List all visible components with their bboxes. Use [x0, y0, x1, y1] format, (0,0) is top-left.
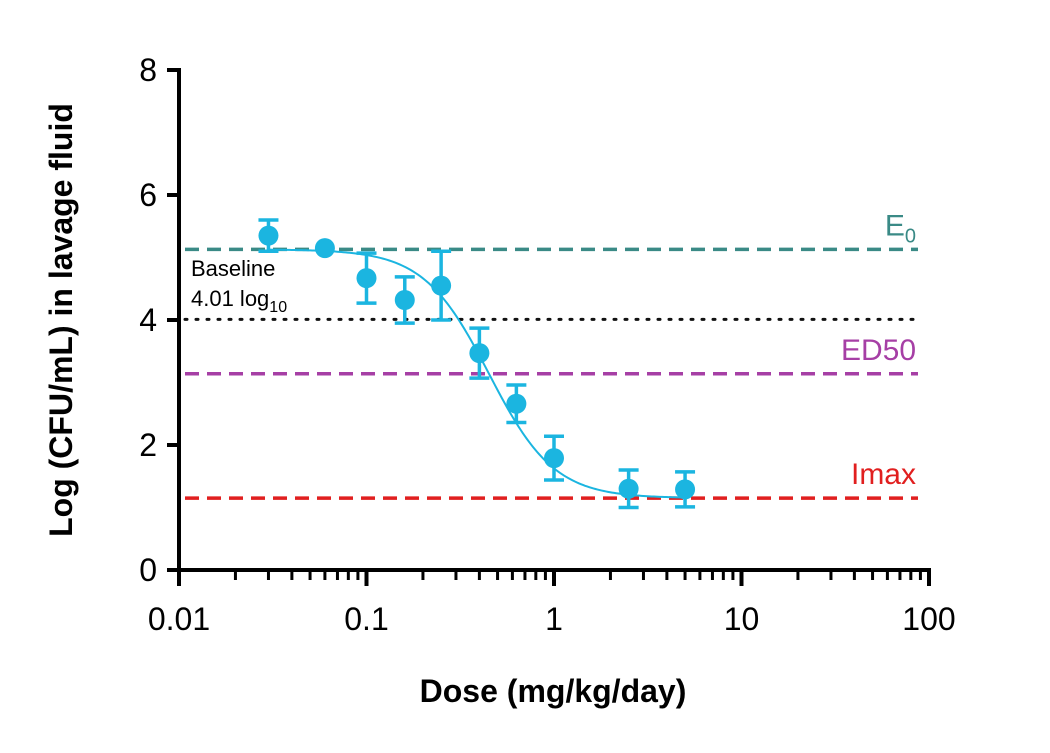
y-tick-label: 0 — [139, 552, 157, 588]
data-point — [356, 268, 377, 289]
data-point — [314, 238, 335, 259]
x-tick-label: 100 — [902, 601, 955, 637]
baseline-annotation-line2: 4.01 log10 — [191, 286, 287, 316]
y-axis-title: Log (CFU/mL) in lavage fluid — [43, 103, 79, 537]
data-point-group — [506, 383, 527, 425]
data-point-group — [469, 326, 490, 380]
data-point-group — [394, 275, 415, 325]
data-points-layer — [258, 218, 696, 510]
data-point-group — [675, 470, 696, 509]
y-tick-label: 8 — [139, 52, 157, 88]
data-point — [394, 290, 415, 310]
data-point-group — [618, 468, 639, 510]
labels-layer: Dose (mg/kg/day) Log (CFU/mL) in lavage … — [43, 103, 686, 709]
data-point-group — [431, 249, 452, 322]
reference-label-e0: E0 — [885, 209, 916, 247]
reference-label-ed50: ED50 — [841, 334, 916, 367]
data-point — [618, 478, 639, 499]
baseline-annotation-line1: Baseline — [191, 256, 275, 281]
data-point — [258, 225, 279, 246]
data-point-group — [544, 434, 564, 482]
data-point — [544, 448, 564, 469]
x-axis-title: Dose (mg/kg/day) — [420, 673, 687, 709]
y-tick-label: 4 — [139, 302, 157, 338]
data-point — [506, 393, 527, 414]
data-point — [469, 343, 490, 364]
data-point — [431, 275, 452, 296]
y-tick-label: 2 — [139, 427, 157, 463]
data-point-group — [258, 218, 279, 253]
x-tick-label: 10 — [724, 601, 760, 637]
data-point-group — [314, 238, 335, 259]
x-tick-label: 1 — [545, 601, 563, 637]
x-tick-label: 0.01 — [148, 601, 210, 637]
data-point-group — [356, 251, 377, 305]
axes-layer: 0 2 4 6 8 0.01 0.1 1 10 100 — [139, 52, 955, 637]
y-tick-label: 6 — [139, 177, 157, 213]
x-tick-label: 0.1 — [344, 601, 388, 637]
data-point — [675, 479, 696, 500]
reference-label-imax: Imax — [851, 458, 916, 491]
